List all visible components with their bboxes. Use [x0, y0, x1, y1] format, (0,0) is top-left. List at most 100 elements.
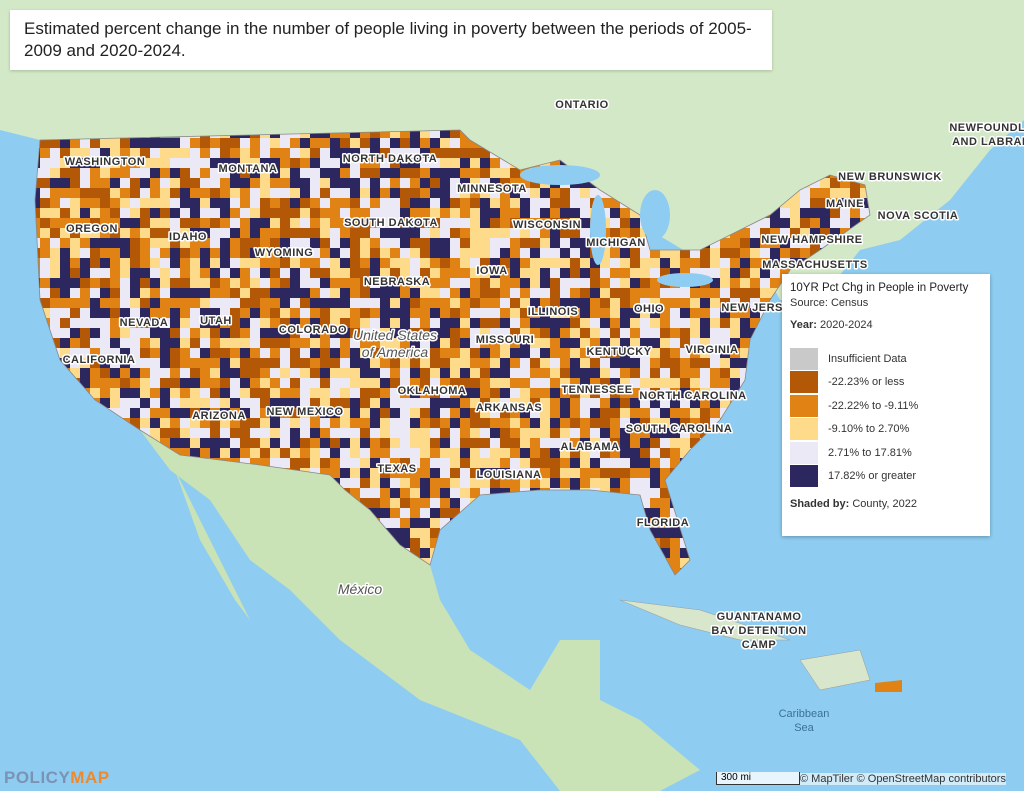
county-cell	[170, 338, 181, 349]
county-cell	[120, 198, 131, 209]
county-cell	[410, 548, 421, 559]
county-cell	[50, 188, 61, 199]
county-cell	[240, 138, 251, 149]
county-cell	[60, 318, 71, 329]
county-cell	[260, 218, 271, 229]
county-cell	[190, 278, 201, 289]
county-cell	[250, 358, 261, 369]
county-cell	[590, 388, 601, 399]
county-cell	[190, 208, 201, 219]
county-cell	[570, 388, 581, 399]
county-cell	[530, 188, 541, 199]
county-cell	[350, 178, 361, 189]
county-cell	[680, 378, 691, 389]
county-cell	[440, 518, 451, 529]
county-cell	[140, 238, 151, 249]
attribution[interactable]: © MapTiler © OpenStreetMap contributors	[800, 773, 1006, 785]
county-cell	[420, 388, 431, 399]
county-cell	[480, 288, 491, 299]
county-cell	[580, 298, 591, 309]
county-cell	[370, 228, 381, 239]
county-cell	[650, 458, 661, 469]
county-cell	[120, 358, 131, 369]
county-cell	[130, 388, 141, 399]
county-cell	[370, 338, 381, 349]
county-cell	[250, 208, 261, 219]
county-cell	[230, 378, 241, 389]
county-cell	[490, 378, 501, 389]
county-cell	[270, 168, 281, 179]
county-cell	[690, 338, 701, 349]
county-cell	[630, 268, 641, 279]
county-cell	[220, 148, 231, 159]
county-cell	[760, 238, 771, 249]
county-cell	[420, 418, 431, 429]
county-cell	[450, 278, 461, 289]
county-cell	[170, 138, 181, 149]
county-cell	[160, 158, 171, 169]
label-line: WYOMING	[255, 247, 314, 259]
county-cell	[320, 158, 331, 169]
county-cell	[660, 338, 671, 349]
label-line: GUANTANAMO	[717, 611, 802, 623]
county-cell	[460, 158, 471, 169]
county-cell	[260, 348, 271, 359]
county-cell	[410, 368, 421, 379]
county-cell	[600, 198, 611, 209]
county-cell	[510, 478, 521, 489]
county-cell	[130, 168, 141, 179]
county-cell	[740, 338, 751, 349]
county-cell	[460, 288, 471, 299]
county-cell	[460, 468, 471, 479]
county-cell	[750, 298, 761, 309]
county-cell	[380, 348, 391, 359]
county-cell	[50, 198, 61, 209]
county-cell	[440, 398, 451, 409]
county-cell	[560, 398, 571, 409]
county-cell	[700, 388, 711, 399]
county-cell	[350, 298, 361, 309]
county-cell	[90, 348, 101, 359]
label-line: NEW MEXICO	[266, 406, 343, 418]
county-cell	[310, 378, 321, 389]
county-cell	[240, 448, 251, 459]
county-cell	[90, 338, 101, 349]
county-cell	[730, 338, 741, 349]
county-cell	[340, 130, 351, 139]
county-cell	[380, 208, 391, 219]
county-cell	[370, 158, 381, 169]
county-cell	[860, 208, 870, 219]
county-cell	[340, 328, 351, 339]
county-cell	[200, 268, 211, 279]
county-cell	[160, 338, 171, 349]
county-cell	[830, 228, 841, 239]
county-cell	[300, 378, 311, 389]
county-cell	[220, 288, 231, 299]
legend-source: Source: Census	[790, 297, 869, 309]
county-cell	[730, 388, 741, 399]
county-cell	[430, 238, 441, 249]
county-cell	[100, 338, 111, 349]
county-cell	[800, 188, 811, 199]
county-cell	[470, 328, 481, 339]
logo[interactable]: POLICYMAP	[4, 768, 110, 788]
county-cell	[370, 328, 381, 339]
county-cell	[330, 168, 341, 179]
county-cell	[480, 328, 491, 339]
county-cell	[300, 238, 311, 249]
county-cell	[280, 148, 291, 159]
county-cell	[350, 228, 361, 239]
county-cell	[240, 368, 251, 379]
legend-label: 17.82% or greater	[828, 470, 917, 483]
label-line: CALIFORNIA	[63, 354, 136, 366]
county-cell	[250, 418, 261, 429]
county-cell	[600, 298, 611, 309]
county-cell	[570, 208, 581, 219]
county-cell	[170, 148, 181, 159]
county-cell	[300, 418, 311, 429]
county-cell	[650, 498, 661, 509]
county-cell	[210, 238, 221, 249]
county-cell	[50, 278, 61, 289]
county-cell	[430, 318, 441, 329]
